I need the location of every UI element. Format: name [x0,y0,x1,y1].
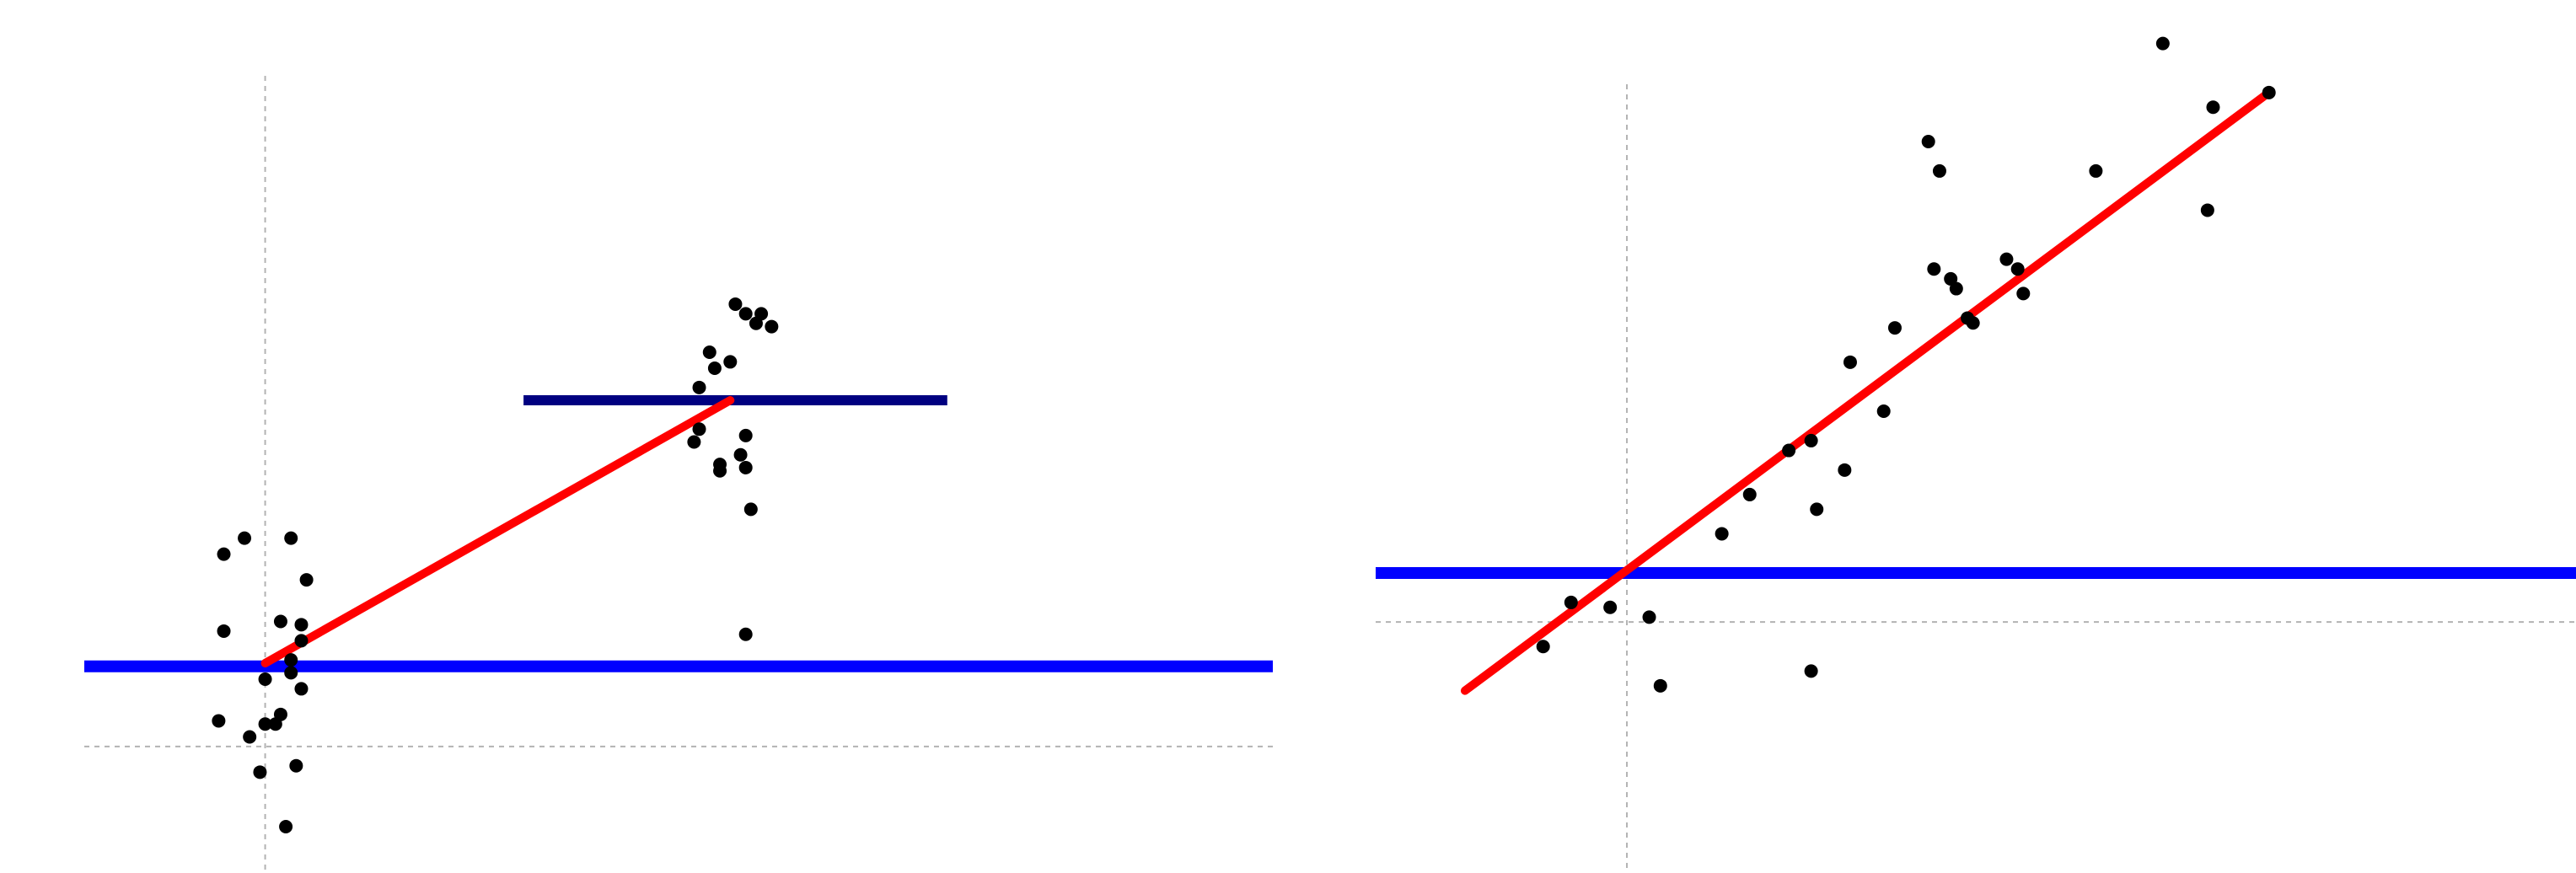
data-point [1804,664,1818,678]
data-point [1927,262,1941,276]
data-point [299,573,314,587]
data-point [1876,404,1891,418]
data-point [2016,287,2031,301]
data-point [754,307,769,321]
data-point [2089,163,2103,178]
data-point [294,618,309,632]
data-point [289,758,303,773]
data-point [217,624,231,638]
data-point [279,819,293,833]
data-point [1999,252,2014,266]
data-point [738,428,753,442]
data-point [284,531,298,545]
data-point [1932,163,1946,178]
data-point [733,447,748,462]
data-point [1536,640,1550,654]
data-point [212,714,226,728]
data-point [258,672,272,686]
data-point [1653,678,1667,693]
data-point [243,730,257,744]
data-point [284,653,298,667]
data-point [2200,203,2214,217]
data-point [2262,85,2276,99]
data-point [1966,316,1980,330]
data-point [258,717,272,731]
data-point [284,666,298,680]
data-point [738,307,753,321]
data-point [268,717,282,731]
data-point [728,297,743,311]
data-point [294,682,309,696]
data-point [702,345,716,359]
data-point [713,458,727,472]
data-point [2206,100,2220,115]
data-point [723,355,738,369]
data-point [1804,433,1818,447]
data-point [692,380,706,394]
data-point [253,765,267,779]
data-point [1715,527,1729,541]
data-point [238,531,252,545]
left-scatter-panel [84,76,1273,873]
data-point [692,422,706,436]
data-point [273,614,287,629]
data-point [2155,36,2170,51]
data-point [1843,355,1857,369]
data-point [1642,610,1656,624]
data-point [687,435,701,449]
data-point [217,547,231,561]
data-point [1949,281,1963,296]
regression-fit-line [1460,88,2273,695]
data-point [738,627,753,641]
data-point [765,319,779,334]
data-point [1603,600,1618,614]
data-point [1782,443,1796,458]
data-point [1887,321,1902,335]
data-point [1921,135,1935,148]
data-point [1810,502,1824,517]
data-point [738,460,753,474]
data-point [743,502,758,517]
data-point [1944,271,1958,286]
data-point [1838,463,1852,477]
regression-fit-line [260,396,735,667]
data-point [294,634,309,648]
data-point [707,362,722,376]
data-point [1564,595,1578,609]
data-point [1742,487,1757,501]
data-point [2010,262,2025,276]
right-scatter-panel [1376,36,2576,873]
